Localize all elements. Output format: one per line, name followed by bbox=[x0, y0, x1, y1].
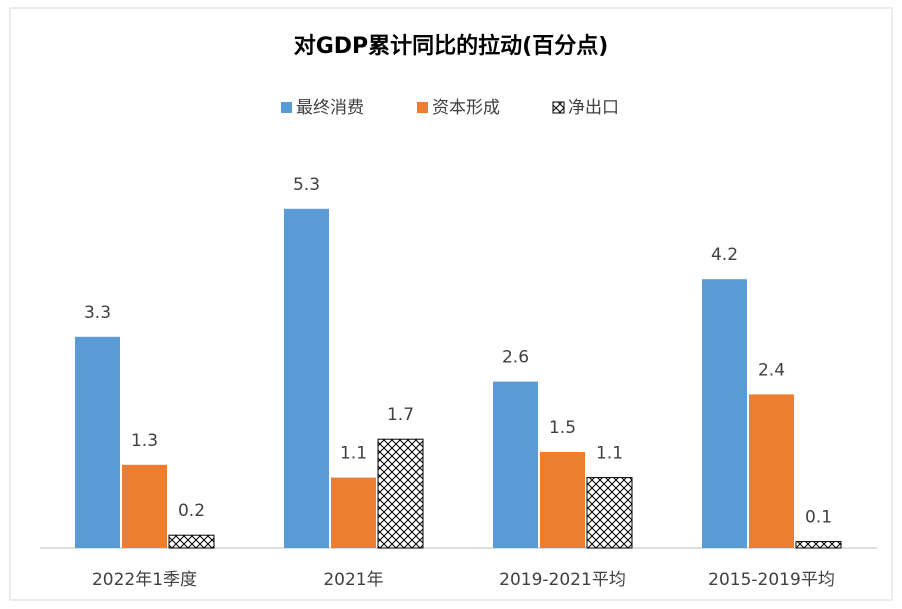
bar bbox=[586, 477, 633, 549]
bar bbox=[331, 477, 376, 548]
bar bbox=[540, 452, 585, 548]
legend-swatch bbox=[552, 101, 565, 114]
data-label: 2.6 bbox=[502, 348, 529, 368]
data-label: 4.2 bbox=[711, 245, 738, 265]
data-label: 3.3 bbox=[84, 303, 111, 323]
bar bbox=[795, 541, 842, 549]
data-label: 5.3 bbox=[293, 175, 320, 195]
bar bbox=[284, 208, 329, 549]
legend-label: 资本形成 bbox=[432, 98, 500, 118]
data-label: 1.1 bbox=[340, 444, 367, 464]
bar bbox=[75, 336, 120, 548]
chart-title: 对GDP累计同比的拉动(百分点) bbox=[294, 33, 609, 59]
x-tick-label: 2015-2019平均 bbox=[708, 570, 835, 590]
bar bbox=[377, 438, 424, 549]
x-tick-label: 2019-2021平均 bbox=[499, 570, 626, 590]
bar bbox=[493, 381, 538, 548]
bar bbox=[122, 464, 167, 548]
data-label: 1.1 bbox=[596, 444, 623, 464]
data-label: 2.4 bbox=[758, 360, 785, 380]
data-label: 1.5 bbox=[549, 418, 576, 438]
data-label: 1.3 bbox=[131, 431, 158, 451]
data-label: 0.2 bbox=[178, 501, 205, 521]
legend-label: 最终消费 bbox=[296, 98, 364, 118]
x-tick-label: 2021年 bbox=[323, 570, 383, 590]
bar bbox=[168, 534, 215, 549]
legend-swatch bbox=[281, 102, 292, 113]
legend-swatch bbox=[417, 102, 428, 113]
bar bbox=[749, 394, 794, 548]
data-label: 0.1 bbox=[805, 508, 832, 528]
data-label: 1.7 bbox=[387, 405, 414, 425]
bar bbox=[702, 279, 747, 548]
x-tick-label: 2022年1季度 bbox=[92, 570, 197, 590]
legend-label: 净出口 bbox=[568, 98, 619, 118]
